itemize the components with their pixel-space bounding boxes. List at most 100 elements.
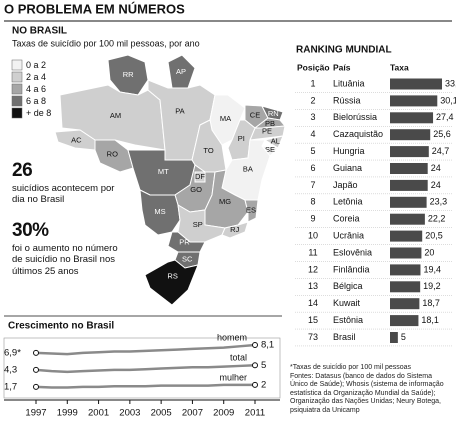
- bar: [390, 230, 423, 242]
- legend-swatch: [11, 71, 23, 83]
- state-label: PB: [265, 119, 275, 128]
- state: [94, 139, 134, 173]
- state-label: GO: [190, 185, 202, 194]
- x-tick-label: 2001: [88, 408, 109, 419]
- legend-label: 0 a 2: [26, 60, 46, 70]
- country: Letônia: [333, 197, 363, 207]
- point: [252, 362, 258, 369]
- state-label: PR: [179, 238, 190, 247]
- legend-swatch: [11, 59, 23, 71]
- position: 4: [310, 129, 315, 139]
- line: [35, 364, 256, 374]
- bar: [390, 332, 398, 343]
- position: 12: [308, 264, 318, 274]
- position: 1: [310, 78, 315, 88]
- column-header: Posição: [297, 62, 330, 72]
- footnote: *Taxas de suicídio por 100 mil pessoas: [290, 364, 412, 371]
- line-chart-title: Crescimento no Brasil: [8, 321, 114, 332]
- state-label: SE: [265, 145, 275, 154]
- column-header: País: [333, 62, 351, 72]
- ranking-title: RANKING MUNDIAL: [296, 45, 392, 56]
- position: 10: [308, 230, 318, 240]
- state: [244, 199, 259, 223]
- value-label: 2: [261, 379, 266, 390]
- value-label: 8,1: [261, 340, 274, 351]
- value-label: 5: [261, 360, 266, 371]
- position: 8: [310, 197, 315, 207]
- country: Lituânia: [333, 78, 365, 88]
- point: [33, 383, 39, 390]
- state-label: PE: [262, 127, 272, 136]
- state: [144, 259, 199, 306]
- state-label: MS: [154, 207, 165, 216]
- map-subtitle: Taxas de suicídio por 100 mil pessoas, p…: [12, 38, 200, 48]
- state-label: DF: [195, 172, 205, 181]
- bar: [390, 163, 428, 174]
- position: 11: [308, 247, 317, 257]
- x-tick-label: 2003: [119, 408, 140, 419]
- state: [107, 54, 149, 96]
- page-title: O PROBLEMA EM NÚMEROS: [4, 1, 185, 16]
- state-label: AM: [110, 111, 121, 120]
- position: 14: [308, 298, 318, 308]
- series-label: homem: [217, 332, 247, 342]
- state-label: AC: [71, 135, 82, 144]
- value-label: 24: [431, 163, 441, 173]
- state-label: RR: [123, 70, 134, 79]
- state-label: BA: [243, 164, 253, 173]
- stat-figure: 30%: [12, 220, 49, 241]
- x-tick-label: 2007: [182, 408, 203, 419]
- value-label: 25,6: [433, 129, 451, 139]
- country: Eslovênia: [333, 247, 372, 257]
- state-label: CE: [250, 110, 260, 119]
- point: [33, 349, 39, 356]
- value-label: 24: [431, 180, 441, 190]
- country: Estônia: [333, 315, 363, 325]
- country: Coreia: [333, 214, 360, 224]
- x-tick-label: 2005: [151, 408, 172, 419]
- country: Bielorússia: [333, 112, 377, 122]
- bar: [390, 281, 421, 293]
- country: Kuwait: [333, 298, 361, 308]
- position: 2: [310, 95, 315, 105]
- bar: [390, 298, 420, 310]
- legend-label: 4 a 6: [26, 84, 46, 94]
- state: [167, 54, 196, 89]
- state-label: MA: [220, 114, 231, 123]
- value-label: 5: [401, 332, 406, 342]
- state-label: MG: [219, 197, 231, 206]
- stat-text: suicídios acontecem por dia no Brasil: [12, 183, 115, 206]
- legend-label: + de 8: [26, 108, 51, 118]
- legend-swatch: [11, 83, 23, 95]
- bar: [390, 315, 419, 327]
- sources: Fontes: Datasus (banco de dados do Siste…: [290, 373, 444, 414]
- x-tick-label: 2009: [213, 408, 234, 419]
- value-label: 24,7: [432, 146, 450, 156]
- x-tick-label: 1999: [57, 408, 78, 419]
- state: [221, 221, 249, 239]
- bar: [390, 247, 422, 259]
- value-label: 20,5: [425, 230, 443, 240]
- series-label: total: [230, 353, 247, 363]
- position: 6: [310, 163, 315, 173]
- bar: [390, 264, 421, 276]
- line: [35, 343, 256, 356]
- country: Cazaquistão: [333, 129, 383, 139]
- point: [33, 366, 39, 373]
- state: [194, 171, 206, 183]
- value-label: 18,7: [422, 298, 440, 308]
- line: [35, 383, 255, 389]
- state-label: SP: [193, 220, 203, 229]
- state-label: AP: [176, 67, 186, 76]
- position: 5: [310, 146, 315, 156]
- position: 13: [308, 281, 318, 291]
- bar: [390, 129, 431, 141]
- state-label: RS: [167, 272, 177, 281]
- legend-label: 6 a 8: [26, 96, 46, 106]
- bar: [390, 196, 427, 208]
- state-label: RN: [268, 109, 279, 118]
- bar: [390, 78, 442, 90]
- country: Japão: [333, 180, 358, 190]
- state-label: RO: [107, 150, 118, 159]
